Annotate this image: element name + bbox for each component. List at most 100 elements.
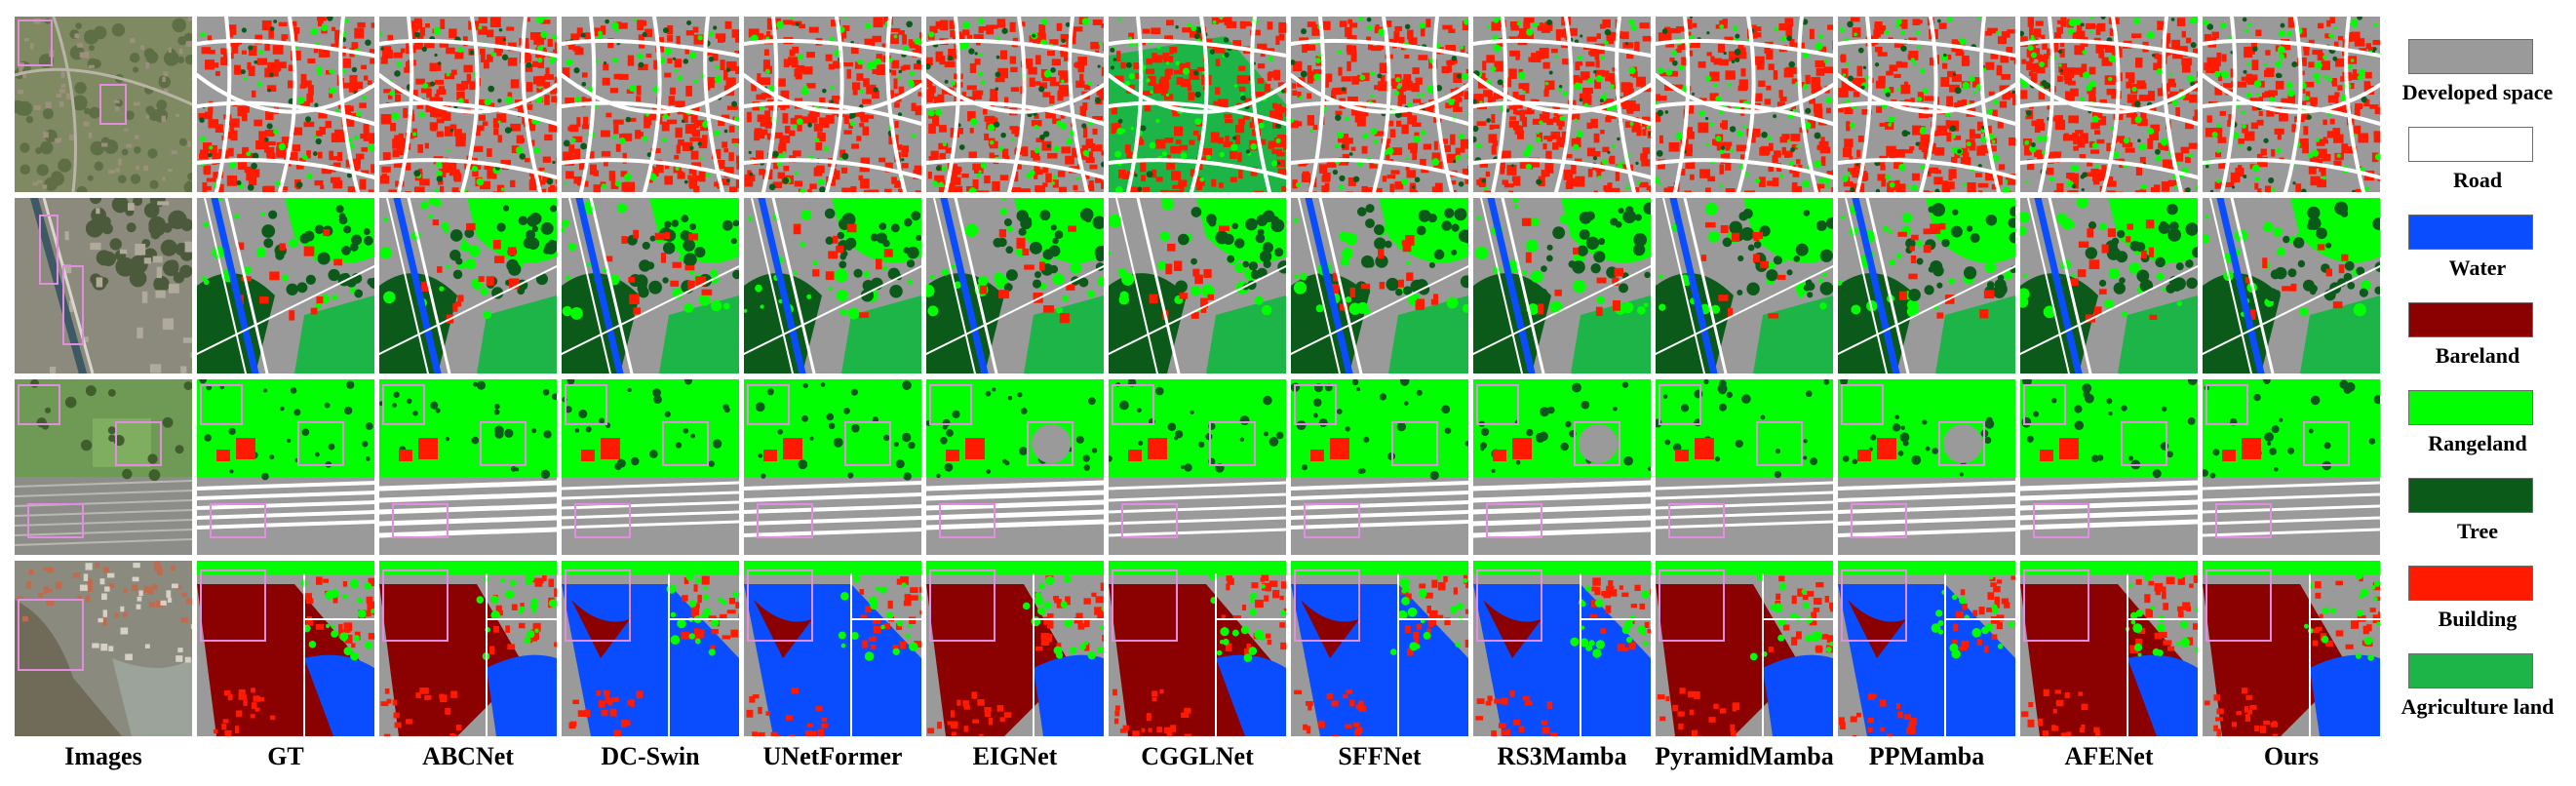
panel-row3-ours	[2203, 379, 2380, 555]
segmentation-map	[744, 561, 921, 736]
legend-label: Building	[2438, 607, 2517, 631]
panel-row4-sffnet	[1291, 561, 1468, 736]
segmentation-map	[1838, 379, 2015, 555]
panel-row2-eignet	[926, 198, 1104, 373]
segmentation-map	[1656, 561, 1833, 736]
column-label: PyramidMamba	[1655, 742, 1834, 770]
legend-swatch	[2408, 215, 2533, 250]
panel-row1-unetformer	[744, 17, 921, 192]
segmentation-map	[744, 17, 921, 192]
panel-row3-afenet	[2020, 379, 2198, 555]
legend-swatch	[2408, 478, 2533, 513]
panel-row4-afenet	[2020, 561, 2198, 736]
segmentation-map	[926, 561, 1104, 736]
legend-item: Water	[2385, 215, 2570, 296]
panel-row4-ppmamba	[1838, 561, 2015, 736]
segmentation-map	[1838, 198, 2015, 373]
column-label: ABCNet	[422, 742, 514, 770]
panel-row2-ppmamba	[1838, 198, 2015, 373]
segmentation-map	[197, 17, 374, 192]
column-label: AFENet	[2064, 742, 2154, 770]
panel-row3-gt	[197, 379, 374, 555]
segmentation-map	[744, 198, 921, 373]
legend-item: Road	[2385, 127, 2570, 209]
panel-row1-images	[15, 17, 192, 192]
column-label: UNetFormer	[762, 742, 903, 770]
segmentation-map	[379, 198, 557, 373]
legend-label: Road	[2452, 168, 2503, 192]
legend-item: Developed space	[2385, 39, 2570, 121]
segmentation-map	[2020, 198, 2198, 373]
segmentation-map	[926, 198, 1104, 373]
legend-swatch	[2408, 566, 2533, 601]
panel-row3-dc-swin	[562, 379, 739, 555]
panel-row2-ours	[2203, 198, 2380, 373]
panel-row4-dc-swin	[562, 561, 739, 736]
panel-row4-abcnet	[379, 561, 557, 736]
legend-label: Water	[2448, 255, 2507, 280]
panel-row2-unetformer	[744, 198, 921, 373]
panel-row1-gt	[197, 17, 374, 192]
panel-row3-pyramidmamba	[1656, 379, 1833, 555]
panel-row2-images	[15, 198, 192, 373]
panel-row1-ppmamba	[1838, 17, 2015, 192]
panel-row1-ours	[2203, 17, 2380, 192]
legend-swatch	[2408, 127, 2533, 162]
segmentation-map	[1473, 379, 1651, 555]
segmentation-map	[1473, 17, 1651, 192]
panel-row4-gt	[197, 561, 374, 736]
aerial-image	[15, 379, 192, 555]
segmentation-map	[2203, 561, 2380, 736]
panel-row2-pyramidmamba	[1656, 198, 1833, 373]
segmentation-map	[1291, 561, 1468, 736]
segmentation-map	[562, 561, 739, 736]
legend-label: Rangeland	[2428, 431, 2527, 455]
column-label: CGGLNet	[1141, 742, 1254, 770]
panel-row1-cgglnet	[1109, 17, 1286, 192]
segmentation-map	[1656, 379, 1833, 555]
aerial-image	[15, 198, 192, 373]
panel-row4-rs3mamba	[1473, 561, 1651, 736]
legend-label: Developed space	[2401, 80, 2554, 104]
segmentation-map	[1838, 561, 2015, 736]
panel-row3-eignet	[926, 379, 1104, 555]
panel-row1-eignet	[926, 17, 1104, 192]
column-label: Ours	[2263, 742, 2320, 770]
legend-item: Building	[2385, 566, 2570, 648]
segmentation-map	[2203, 17, 2380, 192]
segmentation-map	[562, 198, 739, 373]
panel-row4-images	[15, 561, 192, 736]
segmentation-map	[197, 561, 374, 736]
panel-row2-abcnet	[379, 198, 557, 373]
panel-row3-cgglnet	[1109, 379, 1286, 555]
panel-row1-dc-swin	[562, 17, 739, 192]
segmentation-map	[1473, 198, 1651, 373]
segmentation-map	[1109, 17, 1286, 192]
segmentation-map	[744, 379, 921, 555]
column-label: RS3Mamba	[1497, 742, 1627, 770]
segmentation-map	[197, 198, 374, 373]
column-label: EIGNet	[972, 742, 1058, 770]
aerial-image	[15, 17, 192, 192]
legend-label: Agriculture land	[2400, 694, 2555, 719]
legend-item: Rangeland	[2385, 390, 2570, 472]
legend-swatch	[2408, 390, 2533, 425]
segmentation-map	[379, 17, 557, 192]
segmentation-map	[926, 379, 1104, 555]
legend-item: Agriculture land	[2385, 653, 2570, 735]
panel-row2-gt	[197, 198, 374, 373]
panel-row1-sffnet	[1291, 17, 1468, 192]
panel-row3-images	[15, 379, 192, 555]
column-label: DC-Swin	[601, 742, 700, 770]
panel-row4-pyramidmamba	[1656, 561, 1833, 736]
aerial-image	[15, 561, 192, 736]
column-label: PPMamba	[1868, 742, 1985, 770]
segmentation-map	[562, 17, 739, 192]
segmentation-map	[562, 379, 739, 555]
legend-swatch	[2408, 39, 2533, 74]
segmentation-map	[2020, 17, 2198, 192]
panel-row1-abcnet	[379, 17, 557, 192]
segmentation-map	[1109, 379, 1286, 555]
panel-row1-rs3mamba	[1473, 17, 1651, 192]
